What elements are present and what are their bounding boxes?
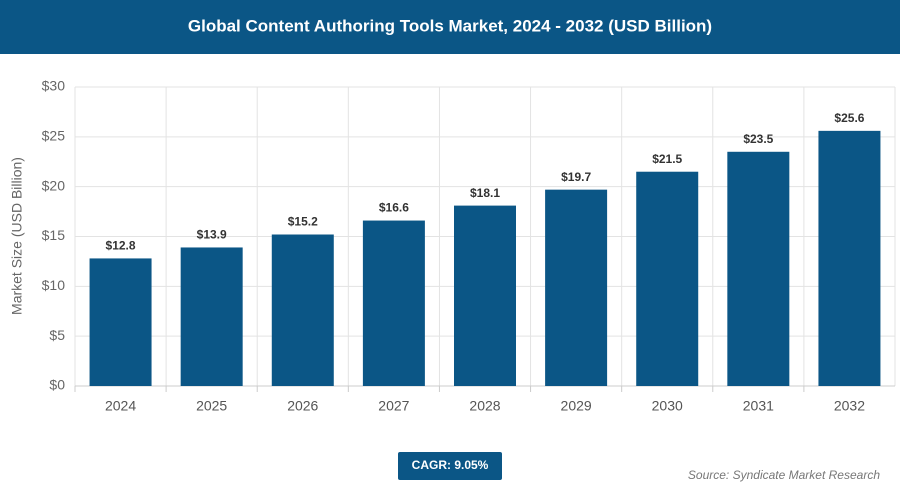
value-label: $15.2 [288, 215, 318, 229]
x-tick-label: 2026 [287, 398, 318, 414]
bar [818, 130, 881, 386]
value-label: $21.5 [652, 152, 682, 166]
y-tick-label: $30 [42, 78, 66, 94]
value-label: $16.6 [379, 201, 409, 215]
y-tick-label: $0 [49, 377, 65, 393]
y-tick-label: $25 [42, 128, 66, 144]
value-label: $18.1 [470, 186, 500, 200]
bar [636, 171, 699, 386]
y-tick-label: $10 [42, 277, 66, 293]
bar [545, 189, 608, 386]
value-label: $19.7 [561, 170, 591, 184]
bar [362, 220, 425, 386]
value-label: $23.5 [743, 132, 773, 146]
bar [271, 234, 334, 386]
cagr-text: CAGR: 9.05% [412, 458, 489, 472]
y-tick-label: $15 [42, 227, 66, 243]
y-tick-label: $20 [42, 177, 66, 193]
bar [727, 151, 790, 386]
header-bar [0, 0, 900, 54]
x-tick-label: 2028 [469, 398, 500, 414]
y-tick-label: $5 [49, 327, 65, 343]
x-tick-label: 2027 [378, 398, 409, 414]
bar [454, 205, 516, 386]
x-tick-label: 2025 [196, 398, 227, 414]
value-label: $12.8 [106, 239, 136, 253]
cagr-badge [398, 452, 502, 480]
value-label: $13.9 [197, 228, 227, 242]
bar [180, 247, 243, 386]
chart-title: Global Content Authoring Tools Market, 2… [188, 16, 712, 35]
y-axis-label: Market Size (USD Billion) [9, 157, 25, 315]
x-tick-label: 2024 [105, 398, 136, 414]
value-label: $25.6 [834, 111, 864, 125]
source-text: Source: Syndicate Market Research [688, 468, 880, 482]
x-tick-label: 2031 [743, 398, 774, 414]
x-tick-label: 2029 [561, 398, 592, 414]
x-tick-label: 2032 [834, 398, 865, 414]
bar [89, 258, 152, 386]
x-tick-label: 2030 [652, 398, 683, 414]
